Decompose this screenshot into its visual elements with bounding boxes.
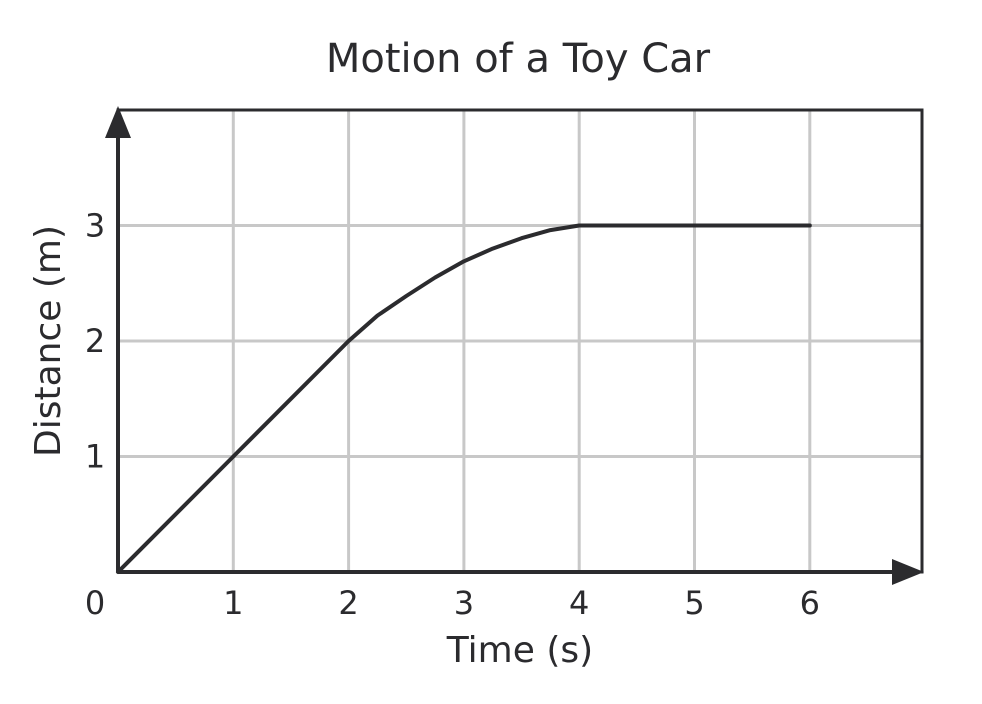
axes xyxy=(105,106,924,585)
x-axis-arrow xyxy=(892,559,924,585)
y-tick-labels: 1 2 3 xyxy=(85,207,105,476)
series-line xyxy=(116,223,812,574)
series-group xyxy=(116,223,812,574)
y-axis-label: Distance (m) xyxy=(28,225,69,457)
x-tick-labels: 1 2 3 4 5 6 xyxy=(223,584,820,622)
y-tick-label: 1 xyxy=(85,438,105,476)
origin-label: 0 xyxy=(85,584,105,622)
x-axis-label: Time (s) xyxy=(446,630,593,671)
x-tick-label: 4 xyxy=(569,584,589,622)
chart-title: Motion of a Toy Car xyxy=(326,36,711,82)
x-tick-label: 1 xyxy=(223,584,243,622)
y-tick-label: 3 xyxy=(85,207,105,245)
y-axis-arrow xyxy=(105,106,131,138)
x-tick-label: 2 xyxy=(338,584,358,622)
x-tick-label: 3 xyxy=(454,584,474,622)
x-tick-label: 6 xyxy=(800,584,820,622)
grid xyxy=(118,110,922,572)
y-tick-label: 2 xyxy=(85,322,105,360)
x-tick-label: 5 xyxy=(684,584,704,622)
